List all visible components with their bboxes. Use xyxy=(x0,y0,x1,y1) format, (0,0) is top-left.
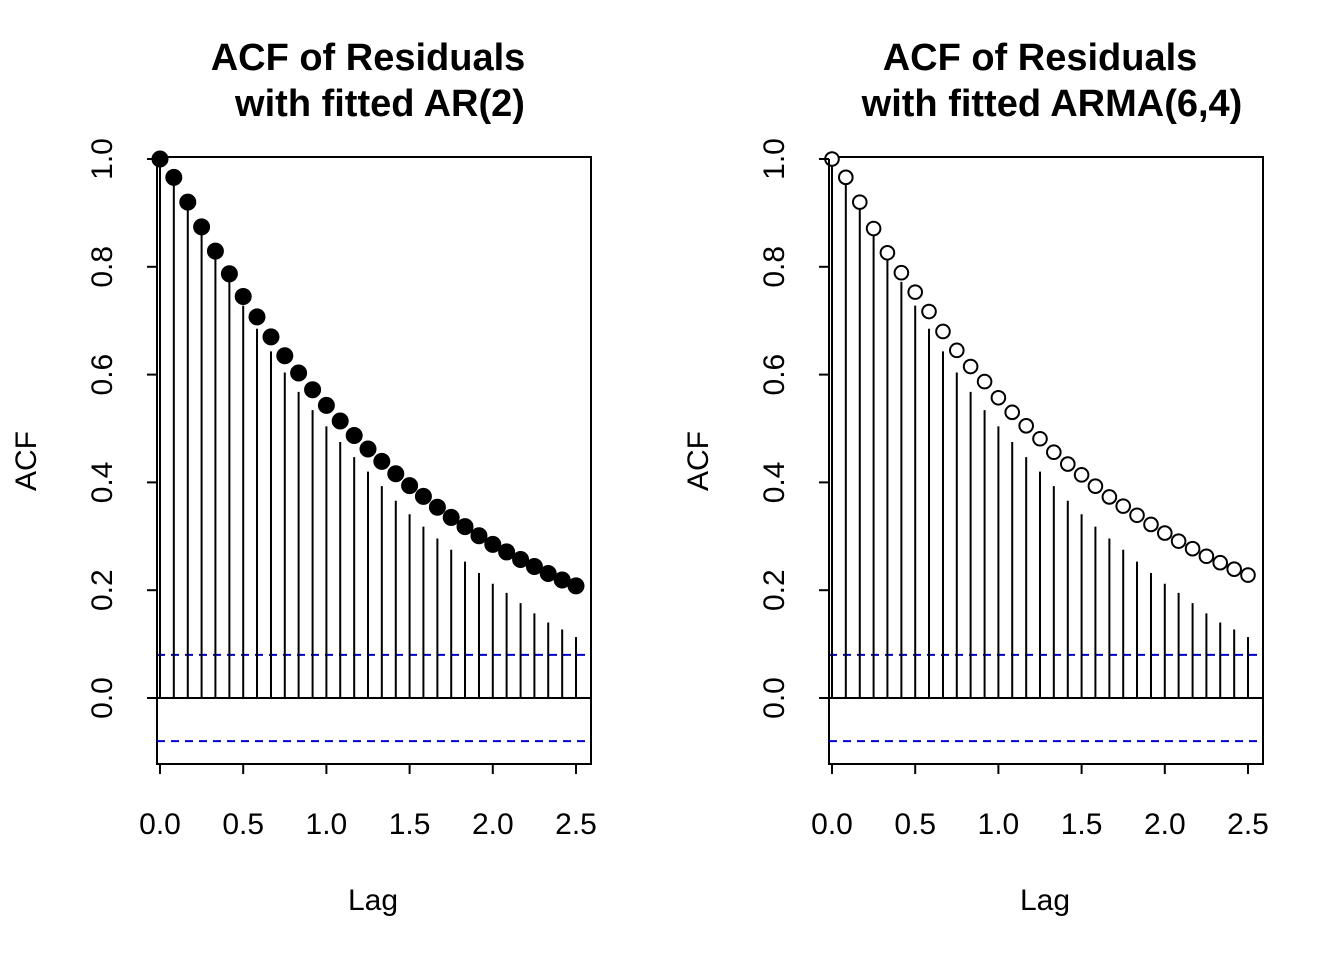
x-tick-label: 2.0 xyxy=(472,808,514,841)
model-fit-point xyxy=(331,412,349,430)
model-fit-point xyxy=(1046,444,1062,461)
model-fit-point xyxy=(1157,525,1173,541)
y-tick-label: 0.2 xyxy=(86,569,119,611)
model-fit-point xyxy=(962,358,979,375)
model-fit-point xyxy=(484,535,502,553)
model-fit-point xyxy=(456,518,474,536)
model-fit-point xyxy=(865,220,882,237)
model-fit-point xyxy=(1101,489,1118,505)
plot-area: 0.0 0.5 1.0 1.5 2.0 2.5 0.0 0.2 0.4 0.6 0.8 1.0 xyxy=(758,138,1269,841)
chart-title-line2: with fitted AR(2) xyxy=(234,83,525,125)
model-fit-point xyxy=(1059,456,1076,472)
plot-frame xyxy=(828,156,1264,765)
model-fit-point xyxy=(345,427,363,445)
model-fit-point xyxy=(990,389,1007,406)
y-tick-label: 0.6 xyxy=(758,354,791,396)
model-fit-point xyxy=(1240,567,1256,583)
model-fit-point xyxy=(220,265,238,283)
acf-panel-ar2: ACF of Residuals with fitted AR(2) Lag A… xyxy=(10,37,597,917)
model-fit-point xyxy=(1212,554,1229,571)
model-fit-point xyxy=(907,284,924,300)
model-fit-point xyxy=(262,328,280,346)
model-fit-point xyxy=(567,577,585,595)
y-tick-label: 0.4 xyxy=(758,462,791,504)
model-fit-point xyxy=(838,169,854,186)
y-axis-label: ACF xyxy=(10,431,43,491)
y-tick-label: 0.8 xyxy=(758,246,791,288)
model-fit-point xyxy=(512,550,530,568)
x-tick-label: 0.5 xyxy=(222,808,264,841)
model-fit-point xyxy=(387,465,405,483)
model-fit-point xyxy=(193,218,211,236)
chart-title-line1: ACF of Residuals xyxy=(211,37,526,79)
x-axis-label: Lag xyxy=(1020,884,1070,917)
model-fit-point xyxy=(525,557,543,575)
model-fit-point xyxy=(442,508,460,526)
y-tick-label: 0.2 xyxy=(758,569,791,611)
model-fit-point xyxy=(498,543,516,561)
model-fit-point xyxy=(1018,418,1034,434)
y-axis-label: ACF xyxy=(682,431,715,491)
acf-panel-arma64: ACF of Residuals with fitted ARMA(6,4) L… xyxy=(682,37,1269,917)
y-tick-label: 0.4 xyxy=(86,462,119,504)
x-tick-label: 0.0 xyxy=(139,808,181,841)
y-tick-label: 1.0 xyxy=(86,138,119,180)
model-fit-point xyxy=(276,347,294,365)
model-fit-point xyxy=(373,452,391,470)
model-fit-point xyxy=(179,193,197,211)
y-tick-label: 0.6 xyxy=(86,354,119,396)
x-tick-label: 1.0 xyxy=(978,808,1020,841)
model-fit-point xyxy=(1004,404,1021,421)
x-tick-label: 1.5 xyxy=(1061,808,1103,841)
model-fit-point xyxy=(234,287,252,305)
model-fit-point xyxy=(317,396,335,414)
model-fit-point xyxy=(879,244,896,261)
model-fit-point xyxy=(1073,467,1090,483)
model-fit-point xyxy=(1087,478,1104,494)
model-fit-point xyxy=(206,242,224,260)
x-tick-label: 2.5 xyxy=(555,808,597,841)
model-fit-point xyxy=(539,564,557,582)
model-fit-point xyxy=(290,364,308,382)
model-fit-point xyxy=(401,477,419,495)
model-fit-point xyxy=(1143,516,1159,533)
model-fit-point xyxy=(553,571,571,589)
x-tick-label: 2.5 xyxy=(1227,808,1269,841)
model-fit-point xyxy=(1129,507,1145,524)
model-fit-point xyxy=(414,487,432,505)
model-fit-point xyxy=(470,527,488,545)
model-fit-point xyxy=(935,323,951,340)
model-fit-point xyxy=(949,342,965,359)
x-tick-label: 1.0 xyxy=(306,808,348,841)
model-fit-point xyxy=(1170,533,1187,549)
model-fit-point xyxy=(851,194,868,210)
model-fit-point xyxy=(428,498,446,516)
model-fit-point xyxy=(921,303,937,320)
chart-title-line2: with fitted ARMA(6,4) xyxy=(861,83,1243,125)
chart-title-line1: ACF of Residuals xyxy=(883,37,1198,79)
model-fit-point xyxy=(893,264,910,281)
x-tick-label: 0.5 xyxy=(894,808,936,841)
y-tick-label: 1.0 xyxy=(758,138,791,180)
model-fit-point xyxy=(359,440,377,458)
y-tick-label: 0.8 xyxy=(86,246,119,288)
x-tick-label: 0.0 xyxy=(811,808,853,841)
model-fit-point xyxy=(248,308,266,326)
x-tick-label: 2.0 xyxy=(1144,808,1186,841)
x-tick-label: 1.5 xyxy=(389,808,431,841)
model-fit-point xyxy=(1198,548,1215,565)
model-fit-point xyxy=(1115,498,1131,514)
y-tick-label: 0.0 xyxy=(86,677,119,719)
model-fit-point xyxy=(165,168,183,186)
y-tick-label: 0.0 xyxy=(758,677,791,719)
model-fit-point xyxy=(1184,540,1201,557)
model-fit-point xyxy=(976,373,993,390)
model-fit-point xyxy=(1226,561,1242,577)
plot-area: 0.0 0.5 1.0 1.5 2.0 2.5 0.0 0.2 0.4 0.6 0.8 1.0 xyxy=(86,138,597,841)
x-axis-label: Lag xyxy=(348,884,398,917)
model-fit-point xyxy=(304,381,322,399)
model-fit-point xyxy=(1032,430,1048,447)
